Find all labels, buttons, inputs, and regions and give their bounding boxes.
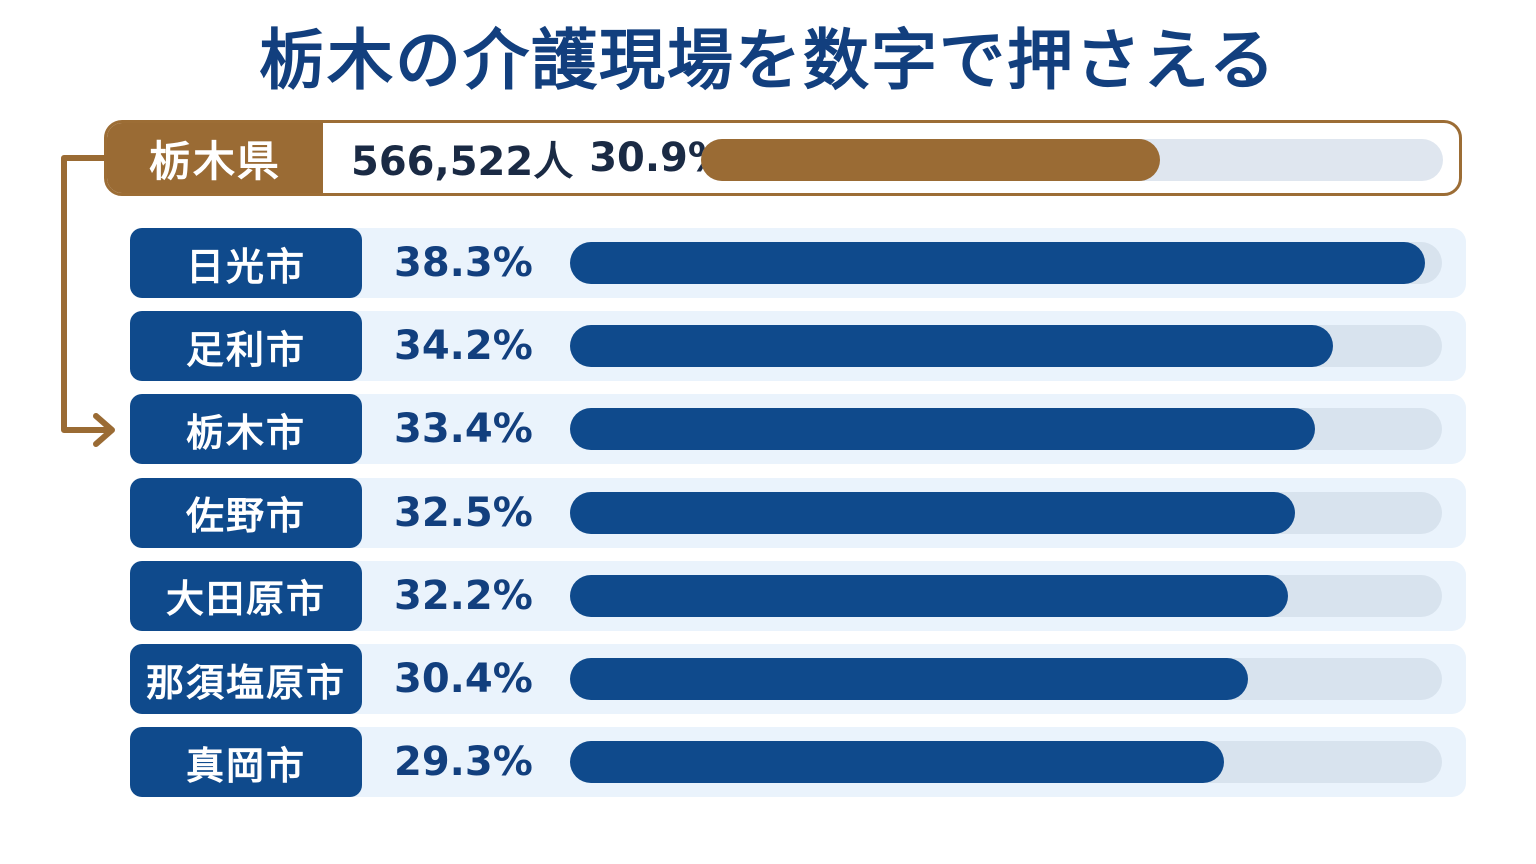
prefecture-label: 栃木県 <box>107 123 323 193</box>
city-label: 日光市 <box>130 228 362 298</box>
prefecture-bar <box>701 139 1160 181</box>
city-row: 佐野市 32.5% <box>130 477 1466 548</box>
city-value-label: 32.5% <box>394 489 533 536</box>
city-bar <box>570 658 1249 700</box>
city-bar <box>570 491 1296 534</box>
city-row: 日光市 38.3% <box>130 228 1466 298</box>
city-bar-track <box>570 325 1442 368</box>
city-row: 真岡市 29.3% <box>130 727 1466 798</box>
city-value-label: 38.3% <box>394 240 533 286</box>
city-bar <box>570 574 1289 617</box>
page-title: 栃木の介護現場を数字で押さえる <box>258 22 1278 99</box>
city-bar <box>570 242 1425 284</box>
prefecture-row: 栃木県 566,522人 30.9% <box>104 120 1462 196</box>
city-bar <box>570 741 1224 784</box>
city-row: 那須塩原市 30.4% <box>130 644 1466 714</box>
city-label: 真岡市 <box>130 727 362 798</box>
city-row: 栃木市 33.4% <box>130 394 1466 465</box>
city-bar-track <box>570 658 1442 700</box>
city-bar-track <box>570 574 1442 617</box>
city-value-label: 29.3% <box>394 739 533 786</box>
city-value-label: 33.4% <box>394 406 533 453</box>
city-row: 足利市 34.2% <box>130 311 1466 382</box>
prefecture-bar-track <box>701 139 1443 181</box>
city-bar-track <box>570 491 1442 534</box>
city-bar-track <box>570 242 1442 284</box>
city-bar <box>570 408 1316 451</box>
arrow-right-icon <box>61 155 115 447</box>
city-label: 栃木市 <box>130 394 362 465</box>
city-label: 足利市 <box>130 311 362 382</box>
city-bar-track <box>570 408 1442 451</box>
city-label: 大田原市 <box>130 560 362 631</box>
city-value-label: 30.4% <box>394 656 533 702</box>
city-label: 佐野市 <box>130 477 362 548</box>
prefecture-value: 566,522人 30.9% <box>351 123 728 193</box>
city-bar <box>570 325 1334 368</box>
city-label: 那須塩原市 <box>130 644 362 714</box>
city-bar-track <box>570 741 1442 784</box>
city-row: 大田原市 32.2% <box>130 560 1466 631</box>
prefecture-population: 566,522人 <box>351 139 574 185</box>
city-value-label: 34.2% <box>394 323 533 370</box>
city-value-label: 32.2% <box>394 572 533 619</box>
